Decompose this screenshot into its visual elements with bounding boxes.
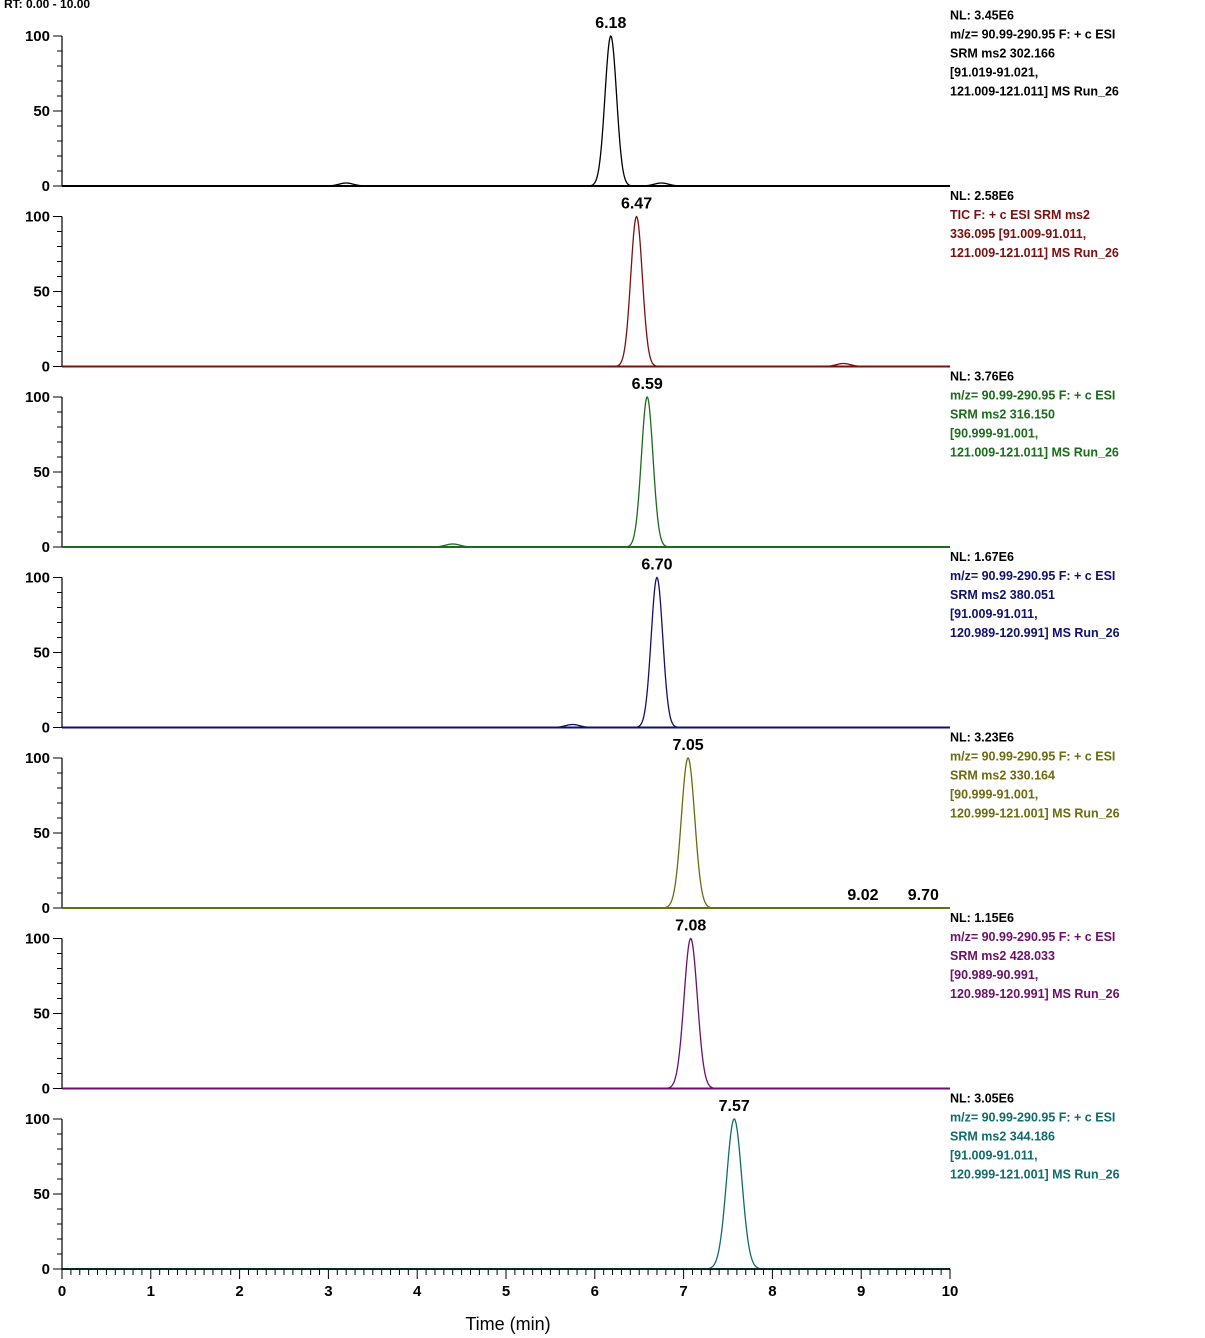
normalization-level: NL: 3.05E6 bbox=[950, 1092, 1014, 1106]
corner-label: RT: 0.00 - 10.00 bbox=[4, 0, 90, 11]
x-tick-label: 10 bbox=[942, 1283, 959, 1300]
y-tick-label: 0 bbox=[42, 900, 50, 917]
y-tick-label: 0 bbox=[42, 720, 50, 737]
scan-filter-line: SRM ms2 302.166 bbox=[950, 47, 1055, 61]
y-tick-label: 100 bbox=[25, 389, 50, 406]
peak-label: 6.59 bbox=[632, 376, 663, 393]
peak-label: 7.08 bbox=[675, 918, 706, 935]
trace-line bbox=[62, 757, 950, 909]
normalization-level: NL: 1.15E6 bbox=[950, 911, 1014, 925]
scan-filter-line: SRM ms2 380.051 bbox=[950, 588, 1055, 602]
scan-filter-line: m/z= 90.99-290.95 F: + c ESI bbox=[950, 569, 1115, 583]
normalization-level: NL: 3.76E6 bbox=[950, 370, 1014, 384]
scan-filter-line: SRM ms2 344.186 bbox=[950, 1130, 1055, 1144]
y-tick-label: 50 bbox=[33, 464, 50, 481]
x-tick-label: 3 bbox=[324, 1283, 332, 1300]
panel-6: 0 50 100 7.08 NL: 1.15E6 m/z= 90.99-290.95 F:… bbox=[25, 911, 1120, 1098]
scan-filter-line: 121.009-121.011] MS Run_26 bbox=[950, 85, 1119, 99]
extra-peak-label: 9.70 bbox=[908, 887, 939, 904]
y-tick-label: 100 bbox=[25, 28, 50, 45]
trace-line bbox=[62, 937, 950, 1090]
peak-label: 6.47 bbox=[621, 196, 652, 213]
y-tick-label: 100 bbox=[25, 931, 50, 948]
scan-filter-line: [90.999-91.001, bbox=[950, 788, 1038, 802]
y-tick-label: 50 bbox=[33, 103, 50, 120]
scan-filter-line: [91.009-91.011, bbox=[950, 607, 1038, 621]
normalization-level: NL: 2.58E6 bbox=[950, 189, 1014, 203]
scan-filter-line: [91.009-91.011, bbox=[950, 1149, 1038, 1163]
y-tick-label: 50 bbox=[33, 284, 50, 301]
x-tick-label: 9 bbox=[857, 1283, 865, 1300]
scan-filter-line: m/z= 90.99-290.95 F: + c ESI bbox=[950, 930, 1115, 944]
normalization-level: NL: 3.23E6 bbox=[950, 731, 1014, 745]
peak-label: 6.18 bbox=[595, 15, 626, 32]
extra-peak-label: 9.02 bbox=[847, 887, 878, 904]
scan-filter-line: [90.999-91.001, bbox=[950, 427, 1038, 441]
scan-filter-line: SRM ms2 316.150 bbox=[950, 408, 1055, 422]
panel-4: 0 50 100 6.70 NL: 1.67E6 m/z= 90.99-290.95 F:… bbox=[25, 550, 1120, 737]
panel-1: 0 50 100 6.18 NL: 3.45E6 m/z= 90.99-290.95 F:… bbox=[25, 9, 1119, 196]
x-axis: 0 1 2 3 4 5 6 7 8 9 10 bbox=[58, 1268, 959, 1300]
x-tick-label: 5 bbox=[502, 1283, 510, 1300]
x-tick-label: 2 bbox=[235, 1283, 243, 1300]
panel-2: 0 50 100 6.47 NL: 2.58E6 TIC F: + c ESI SRM m… bbox=[25, 189, 1119, 376]
y-tick-label: 100 bbox=[25, 570, 50, 587]
peak-label: 7.57 bbox=[719, 1098, 750, 1115]
panel-7: 0 50 100 7.57 NL: 3.05E6 m/z= 90.99-290.95 F:… bbox=[25, 1092, 1120, 1279]
trace-line bbox=[62, 1118, 950, 1270]
x-tick-label: 8 bbox=[768, 1283, 776, 1300]
x-tick-label: 1 bbox=[147, 1283, 155, 1300]
trace-line bbox=[62, 35, 950, 187]
scan-filter-line: [90.989-90.991, bbox=[950, 968, 1038, 982]
y-tick-label: 50 bbox=[33, 825, 50, 842]
y-tick-label: 100 bbox=[25, 750, 50, 767]
scan-filter-line: 120.999-121.001] MS Run_26 bbox=[950, 807, 1120, 821]
x-axis-label: Time (min) bbox=[465, 1314, 550, 1334]
panel-5: 0 50 100 7.05 9.02 9.70 NL: 3.23E6 m/z= 90.99-2… bbox=[25, 731, 1120, 918]
normalization-level: NL: 3.45E6 bbox=[950, 9, 1014, 23]
scan-filter-line: 120.999-121.001] MS Run_26 bbox=[950, 1168, 1120, 1182]
scan-filter-line: TIC F: + c ESI SRM ms2 bbox=[950, 208, 1090, 222]
scan-filter-line: 121.009-121.011] MS Run_26 bbox=[950, 446, 1119, 460]
trace-line bbox=[62, 576, 950, 729]
x-tick-label: 7 bbox=[679, 1283, 687, 1300]
panel-3: 0 50 100 6.59 NL: 3.76E6 m/z= 90.99-290.95 F:… bbox=[25, 370, 1119, 557]
normalization-level: NL: 1.67E6 bbox=[950, 550, 1014, 564]
scan-filter-line: [91.019-91.021, bbox=[950, 66, 1038, 80]
y-tick-label: 0 bbox=[42, 178, 50, 195]
x-tick-label: 4 bbox=[413, 1283, 422, 1300]
trace-line bbox=[62, 396, 950, 548]
y-tick-label: 0 bbox=[42, 539, 50, 556]
y-tick-label: 50 bbox=[33, 645, 50, 662]
x-tick-label: 0 bbox=[58, 1283, 66, 1300]
scan-filter-line: 121.009-121.011] MS Run_26 bbox=[950, 246, 1119, 260]
y-tick-label: 50 bbox=[33, 1186, 50, 1203]
scan-filter-line: m/z= 90.99-290.95 F: + c ESI bbox=[950, 750, 1115, 764]
scan-filter-line: 336.095 [91.009-91.011, bbox=[950, 227, 1086, 241]
scan-filter-line: m/z= 90.99-290.95 F: + c ESI bbox=[950, 1111, 1115, 1125]
y-tick-label: 50 bbox=[33, 1006, 50, 1023]
peak-label: 7.05 bbox=[672, 737, 703, 754]
y-tick-label: 0 bbox=[42, 1081, 50, 1098]
scan-filter-line: 120.989-120.991] MS Run_26 bbox=[950, 987, 1120, 1001]
y-tick-label: 100 bbox=[25, 1111, 50, 1128]
scan-filter-line: SRM ms2 428.033 bbox=[950, 949, 1055, 963]
scan-filter-line: SRM ms2 330.164 bbox=[950, 769, 1055, 783]
scan-filter-line: m/z= 90.99-290.95 F: + c ESI bbox=[950, 389, 1115, 403]
y-tick-label: 0 bbox=[42, 1261, 50, 1278]
y-tick-label: 100 bbox=[25, 209, 50, 226]
panels-layer: 0 50 100 6.18 NL: 3.45E6 m/z= 90.99-290.95 F:… bbox=[25, 9, 1120, 1279]
peak-label: 6.70 bbox=[641, 557, 672, 574]
y-tick-label: 0 bbox=[42, 359, 50, 376]
scan-filter-line: m/z= 90.99-290.95 F: + c ESI bbox=[950, 28, 1115, 42]
scan-filter-line: 120.989-120.991] MS Run_26 bbox=[950, 626, 1120, 640]
trace-line bbox=[62, 215, 950, 368]
x-tick-label: 6 bbox=[591, 1283, 599, 1300]
